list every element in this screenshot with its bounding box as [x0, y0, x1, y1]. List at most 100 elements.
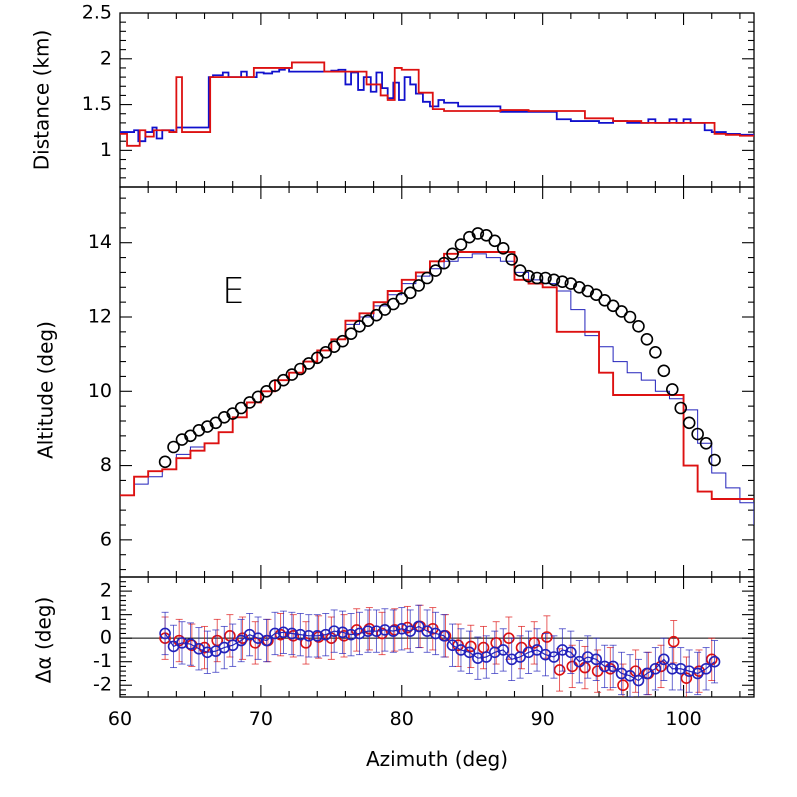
altitude-point [437, 256, 451, 270]
altitude-point [260, 384, 273, 398]
altitude-point [640, 332, 654, 346]
residual-blue-point [539, 648, 552, 661]
residual-blue-point [488, 646, 501, 659]
altitude-point [268, 379, 282, 393]
altitude-point [496, 241, 510, 255]
residual-red-point [667, 635, 680, 648]
residual-blue-point [176, 637, 188, 649]
altitude-point [699, 436, 713, 450]
residual-blue-point [514, 651, 526, 663]
residual-blue-point [531, 644, 543, 656]
residual-blue-point [446, 639, 459, 652]
residual-blue-point [353, 627, 366, 640]
altitude-point [294, 362, 307, 376]
residual-blue-point [700, 662, 712, 675]
altitude-point [454, 238, 468, 251]
residual-red-point [617, 679, 629, 692]
residual-blue-point [455, 644, 467, 656]
altitude-point [387, 297, 400, 311]
altitude-point [336, 334, 349, 348]
top-y-tick-label: 1 [100, 139, 112, 161]
altitude-point [539, 271, 552, 285]
middle-panel: 6 8 10 12 14 [88, 187, 754, 577]
bottom-y-tick-label: 2 [100, 580, 112, 602]
residual-red-point [274, 628, 287, 641]
residual-blue-point [708, 655, 721, 668]
residual-blue-point [328, 625, 340, 637]
residual-blue-point [641, 667, 653, 680]
residual-blue-point [379, 624, 391, 636]
altitude-point [606, 299, 620, 313]
middle-plot-area [120, 227, 754, 525]
altitude-point [480, 228, 493, 242]
altitude-point [378, 303, 392, 316]
residual-red-point [680, 672, 693, 684]
altitude-point [446, 247, 459, 261]
residual-blue-point [184, 638, 197, 650]
top-y-tick-label: 2 [100, 47, 112, 69]
residual-blue-point [565, 646, 577, 659]
altitude-point [420, 271, 434, 285]
residual-blue-point [573, 655, 586, 668]
altitude-point [285, 368, 299, 381]
altitude-point [327, 340, 341, 354]
altitude-point [530, 271, 544, 285]
residual-blue-point [590, 653, 603, 666]
bottom-panel-frame [119, 576, 755, 698]
top-panel: 1 1.5 2 2.5 [82, 2, 754, 187]
residual-red-point [553, 664, 566, 676]
x-tick-label: 60 [108, 708, 132, 730]
top-y-tick-label: 2.5 [82, 2, 112, 24]
altitude-point [429, 264, 442, 277]
altitude-point [344, 327, 358, 341]
residual-blue-point [404, 625, 417, 637]
altitude-point [251, 390, 265, 404]
x-axis-title: Azimuth (deg) [366, 747, 508, 771]
residual-blue-point [370, 625, 383, 637]
altitude-point [319, 345, 332, 359]
altitude-point [310, 351, 324, 365]
residual-blue-point [218, 641, 231, 654]
residual-blue-point [581, 651, 594, 663]
altitude-red-line [120, 251, 754, 500]
residual-blue-point [674, 662, 687, 675]
residual-blue-point [159, 627, 171, 640]
residual-blue-point [683, 665, 695, 677]
middle-y-tick-label: 12 [88, 306, 112, 328]
residual-blue-point [235, 634, 247, 647]
residual-red-point [465, 640, 477, 653]
altitude-point [234, 401, 248, 415]
x-tick-label: 80 [390, 708, 414, 730]
altitude-point [547, 273, 561, 287]
bottom-y-tick-label: 1 [100, 603, 112, 625]
residual-blue-point [649, 662, 662, 675]
residual-red-point [655, 660, 667, 673]
altitude-point [471, 227, 485, 240]
residual-blue-point [286, 627, 298, 640]
residual-blue-point [429, 627, 442, 640]
altitude-point [691, 427, 704, 441]
altitude-point [243, 396, 256, 409]
residual-blue-point [311, 630, 324, 642]
residual-blue-point [463, 646, 476, 659]
residual-blue-point [615, 667, 628, 680]
middle-y-tick-label: 6 [100, 528, 112, 550]
altitude-point [353, 319, 366, 333]
residual-blue-point [691, 667, 704, 680]
altitude-point [361, 314, 375, 328]
residual-blue-point [260, 634, 273, 647]
altitude-point [632, 319, 645, 333]
bottom-y-tick-label: -2 [93, 674, 112, 696]
residual-blue-point [345, 628, 357, 641]
middle-y-tick-label: 10 [88, 380, 112, 402]
altitude-point [209, 416, 223, 430]
top-plot-area [120, 61, 754, 147]
residual-blue-point [658, 653, 670, 666]
residual-red-point [528, 637, 541, 649]
residual-blue-point [556, 644, 569, 656]
altitude-point [649, 345, 662, 359]
residual-blue-point [632, 674, 645, 687]
residual-blue-point [438, 630, 450, 642]
